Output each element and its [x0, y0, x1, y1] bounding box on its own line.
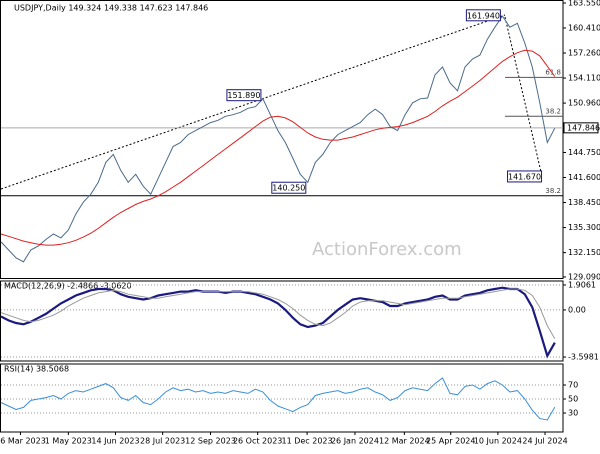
x-tick-label: 24 Jul 2024: [522, 437, 567, 446]
annotation-box: [465, 9, 501, 22]
trendline: [504, 16, 542, 173]
watermark: ActionForex.com: [312, 239, 462, 260]
rsi-panel: [0, 363, 564, 433]
macd-label: MACD(12,26,9) -2.4866 -3.0620: [4, 282, 132, 291]
y-tick-label: 50: [568, 395, 578, 404]
annotation-label: 141.670: [508, 172, 541, 181]
x-tick-label: 26 Oct 2023: [233, 437, 282, 446]
rsi-label: RSI(14) 38.5068: [4, 365, 69, 374]
annotation-label: 161.940: [467, 11, 500, 20]
chart-title: USDJPY,Daily 149.324 149.338 147.623 147…: [14, 4, 208, 13]
fib-label: 38.2: [545, 187, 561, 195]
y-tick-label: 30: [568, 409, 578, 418]
series-line: [0, 288, 556, 339]
y-tick-label: 141.600: [568, 173, 600, 182]
last-price-label: 147.846: [567, 123, 600, 132]
y-tick-label: 157.260: [568, 48, 600, 57]
trendline: [0, 14, 506, 190]
x-tick-label: 1 May 2023: [45, 437, 92, 446]
series-line: [0, 15, 556, 263]
y-tick-label: 138.450: [568, 198, 600, 207]
annotation-box: [507, 170, 543, 183]
y-tick-label: -3.5981: [568, 353, 599, 362]
annotation-box: [226, 89, 262, 102]
x-tick-label: 28 Jul 2023: [140, 437, 185, 446]
y-tick-label: 160.410: [568, 23, 600, 32]
y-tick-label: 135.300: [568, 223, 600, 232]
y-tick-label: 129.090: [568, 272, 600, 281]
fib-label: 38.2: [545, 107, 561, 115]
last-price-box: [563, 122, 599, 134]
macd-panel: [0, 280, 564, 362]
x-tick-label: 14 Jun 2023: [91, 437, 139, 446]
series-line: [0, 49, 556, 246]
x-tick-label: 16 Mar 2023: [0, 437, 46, 446]
annotation-label: 151.890: [227, 91, 260, 100]
x-tick-label: 25 Apr 2024: [426, 437, 475, 446]
annotation-label: 140.250: [272, 184, 305, 193]
y-tick-label: 144.750: [568, 148, 600, 157]
y-tick-label: 150.960: [568, 99, 600, 108]
y-tick-label: 70: [568, 381, 578, 390]
fib-label: 61.8: [545, 68, 561, 76]
x-tick-label: 10 Jun 2024: [474, 437, 522, 446]
price-panel: [0, 0, 564, 279]
y-tick-label: 163.550: [568, 0, 600, 7]
x-tick-label: 26 Jan 2024: [331, 437, 379, 446]
x-tick-label: 11 Dec 2023: [282, 437, 333, 446]
series-line: [0, 377, 556, 421]
x-tick-label: 12 Sep 2023: [185, 437, 236, 446]
y-tick-label: 1.9061: [568, 280, 596, 289]
y-tick-label: 0.00: [568, 305, 586, 314]
annotation-box: [271, 181, 307, 194]
y-tick-label: 132.150: [568, 248, 600, 257]
x-tick-label: 12 Mar 2024: [379, 437, 430, 446]
y-tick-label: 154.110: [568, 74, 600, 83]
